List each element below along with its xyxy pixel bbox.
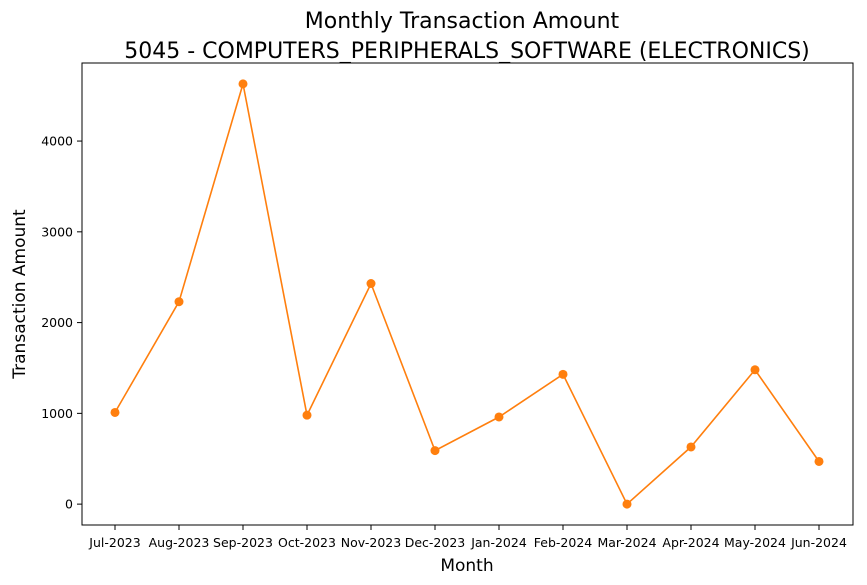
y-tick-label: 4000 xyxy=(41,134,73,149)
x-axis: Jul-2023 Aug-2023 Sep-2023 Oct-2023 Nov-2023… xyxy=(88,525,847,550)
x-tick-label: Dec-2023 xyxy=(405,535,466,550)
x-tick-label: Jul-2023 xyxy=(88,535,140,550)
plot-frame xyxy=(81,62,854,526)
y-tick-label: 3000 xyxy=(41,224,73,239)
data-point-jan-2024 xyxy=(494,412,504,422)
chart-title: Monthly Transaction Amount xyxy=(305,9,620,34)
data-point-oct-2023 xyxy=(302,410,312,420)
x-tick-label: Oct-2023 xyxy=(278,535,336,550)
series-points xyxy=(110,79,824,509)
y-axis-label: Transaction Amount xyxy=(10,209,30,380)
data-point-feb-2024 xyxy=(558,369,568,379)
y-tick-label: 2000 xyxy=(41,315,73,330)
data-point-may-2024 xyxy=(750,365,760,375)
x-tick-label: May-2024 xyxy=(724,535,786,550)
x-tick-label: Jan-2024 xyxy=(470,535,527,550)
data-point-mar-2024 xyxy=(622,499,632,509)
x-tick-label: Sep-2023 xyxy=(213,535,273,550)
series-line xyxy=(114,83,820,506)
chart-subtitle: 5045 - COMPUTERS_PERIPHERALS_SOFTWARE (E… xyxy=(124,39,810,64)
data-point-nov-2023 xyxy=(366,279,376,289)
y-tick-label: 0 xyxy=(65,497,73,512)
data-point-sep-2023 xyxy=(238,79,248,89)
x-axis-label: Month xyxy=(440,556,493,576)
y-axis: 0 1000 2000 3000 4000 xyxy=(41,134,82,512)
x-tick-label: Feb-2024 xyxy=(534,535,593,550)
data-point-jul-2023 xyxy=(110,407,120,417)
data-point-dec-2023 xyxy=(430,446,440,456)
data-point-aug-2023 xyxy=(174,297,184,307)
x-tick-label: Mar-2024 xyxy=(597,535,656,550)
data-point-apr-2024 xyxy=(686,442,696,452)
x-tick-label: Aug-2023 xyxy=(149,535,210,550)
data-point-jun-2024 xyxy=(814,456,824,466)
y-tick-label: 1000 xyxy=(41,406,73,421)
x-tick-label: Jun-2024 xyxy=(790,535,847,550)
x-tick-label: Nov-2023 xyxy=(341,535,401,550)
x-tick-label: Apr-2024 xyxy=(662,535,719,550)
